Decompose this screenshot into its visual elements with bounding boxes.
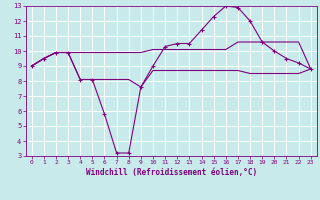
X-axis label: Windchill (Refroidissement éolien,°C): Windchill (Refroidissement éolien,°C) xyxy=(86,168,257,177)
